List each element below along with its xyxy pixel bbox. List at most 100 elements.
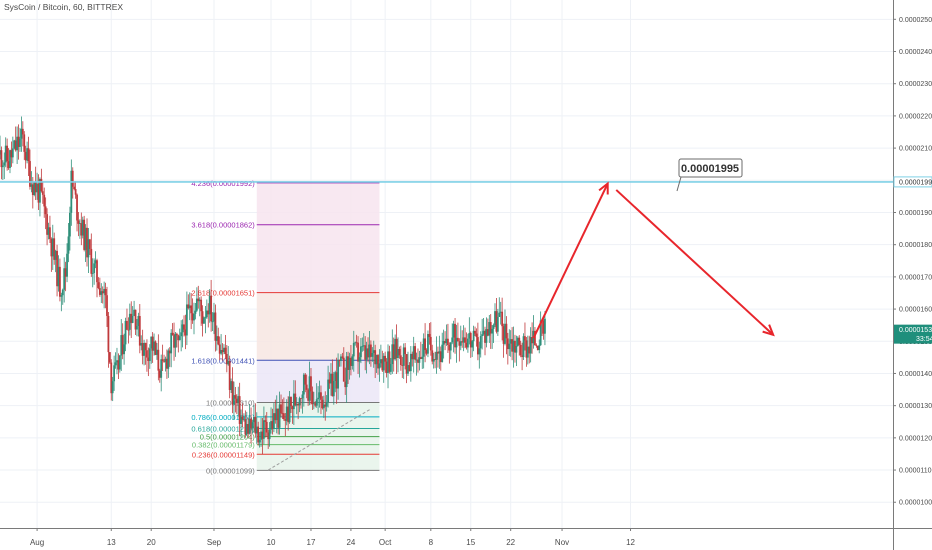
candle-body bbox=[310, 376, 312, 392]
candle-body bbox=[454, 323, 456, 348]
candle-body bbox=[502, 326, 505, 344]
candle-body bbox=[314, 403, 317, 406]
candle-body bbox=[468, 332, 471, 339]
candle-body bbox=[87, 239, 90, 258]
candle-body bbox=[415, 359, 418, 361]
candle-body bbox=[203, 317, 205, 324]
candle-body bbox=[136, 325, 138, 330]
candle-body bbox=[277, 408, 280, 428]
candle-body bbox=[284, 419, 287, 421]
candle-body bbox=[20, 128, 23, 139]
candle-body bbox=[251, 422, 254, 429]
candle-body bbox=[163, 360, 165, 362]
candle-body bbox=[6, 145, 9, 162]
candle-body bbox=[378, 363, 381, 369]
candle-body bbox=[429, 336, 432, 351]
candle-body bbox=[472, 330, 475, 342]
candle-body bbox=[391, 344, 394, 365]
candle-body bbox=[458, 341, 461, 346]
candle-body bbox=[322, 404, 325, 409]
candle-body bbox=[442, 341, 445, 345]
candle-body bbox=[345, 356, 348, 388]
candle-body bbox=[181, 324, 184, 333]
candle-body bbox=[187, 304, 190, 309]
candle-body bbox=[255, 426, 258, 434]
candle-body bbox=[154, 341, 157, 355]
candle-body bbox=[120, 335, 123, 356]
candle-body bbox=[367, 348, 369, 358]
candle-body bbox=[197, 298, 200, 302]
candle-body bbox=[191, 313, 194, 321]
candle-body bbox=[381, 359, 384, 371]
candle-body bbox=[157, 349, 160, 371]
candle-body bbox=[424, 338, 427, 351]
candle-body bbox=[342, 357, 345, 382]
candle-body bbox=[394, 338, 397, 360]
candle-body bbox=[402, 347, 405, 366]
candle-body bbox=[295, 403, 298, 406]
candle-body bbox=[61, 289, 64, 296]
candle-body bbox=[241, 416, 244, 420]
candle-body bbox=[302, 374, 305, 395]
candle-body bbox=[491, 328, 494, 334]
x-tick-label: 17 bbox=[307, 538, 316, 547]
candle-body bbox=[56, 250, 58, 287]
candle-body bbox=[369, 344, 372, 357]
candle-body bbox=[312, 403, 315, 405]
candle-body bbox=[150, 336, 153, 349]
candle-body bbox=[521, 355, 524, 358]
candle-body bbox=[351, 356, 354, 366]
x-tick-label: 15 bbox=[466, 538, 475, 547]
candle-body bbox=[234, 395, 237, 399]
candle-body bbox=[294, 393, 297, 406]
candle-body bbox=[445, 338, 448, 344]
candle-body bbox=[300, 398, 302, 400]
candle-body bbox=[248, 418, 251, 434]
fib-level-label: 4.236(0.00001992) bbox=[191, 179, 255, 188]
candle-body bbox=[194, 310, 197, 314]
x-tick-label: 20 bbox=[147, 538, 156, 547]
candle-body bbox=[54, 250, 57, 260]
candle-body bbox=[542, 320, 545, 334]
chart-title: SysCoin / Bitcoin, 60, BITTREX bbox=[4, 2, 124, 12]
candle-body bbox=[505, 323, 508, 339]
candle-body bbox=[123, 344, 126, 355]
candle-body bbox=[106, 295, 108, 316]
candle-body bbox=[0, 150, 3, 168]
candle-body bbox=[501, 311, 504, 327]
candle-body bbox=[399, 355, 402, 365]
candle-body bbox=[476, 337, 479, 355]
candle-body bbox=[448, 345, 451, 351]
candle-body bbox=[198, 299, 201, 302]
arrow-head bbox=[762, 324, 775, 337]
x-axis-ticks: Aug 13 20 Sep 10 17 24 Oct 8 15 22 Nov 12 bbox=[30, 528, 636, 547]
candle-body bbox=[211, 321, 214, 323]
candle-body bbox=[288, 396, 291, 423]
candle-body bbox=[447, 338, 449, 346]
candle-body bbox=[475, 333, 478, 338]
candle-body bbox=[435, 351, 438, 360]
candle-body bbox=[325, 402, 328, 407]
fib-level-label: 1.618(0.00001441) bbox=[191, 356, 255, 365]
candle-body bbox=[401, 364, 404, 366]
candle-body bbox=[398, 348, 401, 356]
target-callout-box bbox=[678, 158, 743, 178]
candle-body bbox=[24, 151, 27, 161]
candle-body bbox=[138, 316, 141, 346]
candle-body bbox=[407, 365, 409, 374]
candle-body bbox=[16, 136, 19, 151]
candle-body bbox=[427, 333, 429, 354]
candle-body bbox=[452, 323, 455, 338]
candle-body bbox=[218, 344, 221, 354]
candle-body bbox=[233, 395, 235, 405]
candle-body bbox=[481, 334, 484, 337]
candle-body bbox=[412, 346, 415, 360]
candle-body bbox=[504, 323, 506, 344]
candle-body bbox=[137, 316, 140, 326]
candle-body bbox=[404, 347, 407, 355]
